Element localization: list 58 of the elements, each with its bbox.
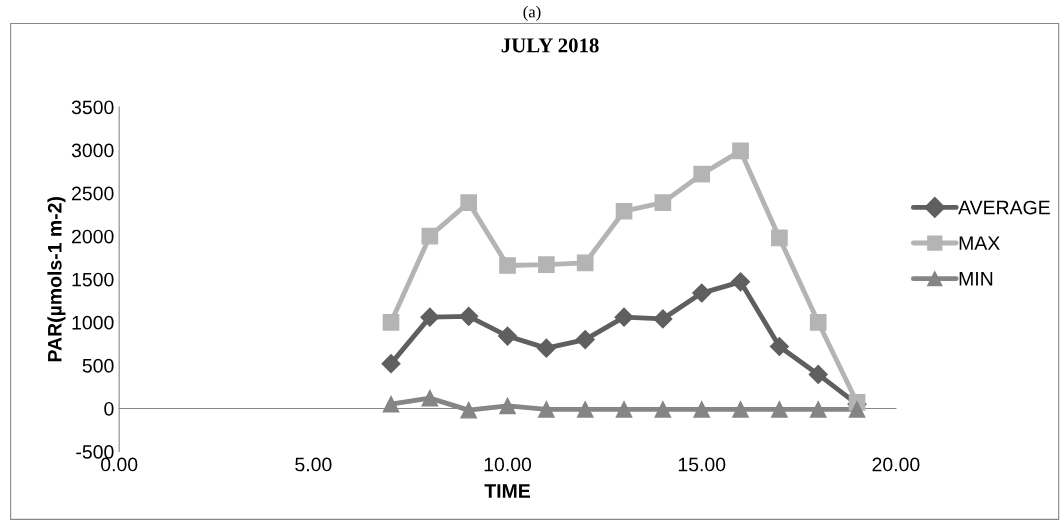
point <box>732 400 749 418</box>
point <box>848 400 866 418</box>
point <box>615 400 633 418</box>
x-tick-label: 10.00 <box>484 457 532 472</box>
y-tick-label: -500 <box>76 445 114 459</box>
point <box>381 354 401 374</box>
point <box>499 397 516 415</box>
point <box>538 400 555 418</box>
point <box>576 400 594 418</box>
legend-label: AVERAGE <box>958 200 1050 215</box>
point <box>615 202 633 220</box>
y-tick-label: 3000 <box>71 143 114 158</box>
point <box>809 400 827 418</box>
y-axis-title: PAR(µmols-1 m-2) <box>47 197 66 362</box>
point <box>536 338 556 358</box>
x-tick-label: 20.00 <box>872 457 920 472</box>
point <box>654 194 672 211</box>
point <box>809 314 827 331</box>
point <box>731 272 751 292</box>
point <box>654 400 672 418</box>
point <box>769 336 789 356</box>
y-tick-label: 2000 <box>72 229 114 244</box>
point <box>732 142 749 160</box>
point <box>382 395 400 413</box>
legend-label: MIN <box>959 272 993 286</box>
point <box>460 401 478 419</box>
point <box>421 389 439 407</box>
point <box>771 400 788 418</box>
point <box>421 227 439 245</box>
y-tick-label: 1000 <box>72 315 114 330</box>
x-tick-label: 0.00 <box>101 457 138 472</box>
point <box>771 229 788 247</box>
point <box>693 400 711 418</box>
point <box>459 306 479 326</box>
text: (a) <box>523 5 541 21</box>
legend-label: MAX <box>959 236 1000 250</box>
point <box>499 257 516 274</box>
point <box>420 307 440 327</box>
point <box>693 165 711 183</box>
y-tick-label: 1500 <box>72 272 114 287</box>
y-tick-label: 0 <box>104 401 114 416</box>
point <box>692 283 712 303</box>
point <box>576 254 594 272</box>
x-tick-label: 5.00 <box>295 457 332 472</box>
point <box>808 364 828 384</box>
point <box>382 314 400 331</box>
y-tick-label: 2500 <box>72 186 114 201</box>
chart-title: JULY 2018 <box>501 38 599 53</box>
point <box>460 194 478 211</box>
x-axis-title: TIME <box>484 484 530 498</box>
point <box>497 326 518 346</box>
point <box>538 256 555 273</box>
y-tick-label: 500 <box>82 358 114 373</box>
x-tick-label: 15.00 <box>678 457 726 472</box>
point <box>575 330 595 350</box>
y-tick-label: 3500 <box>71 100 114 115</box>
point <box>614 307 634 327</box>
point <box>653 309 673 329</box>
